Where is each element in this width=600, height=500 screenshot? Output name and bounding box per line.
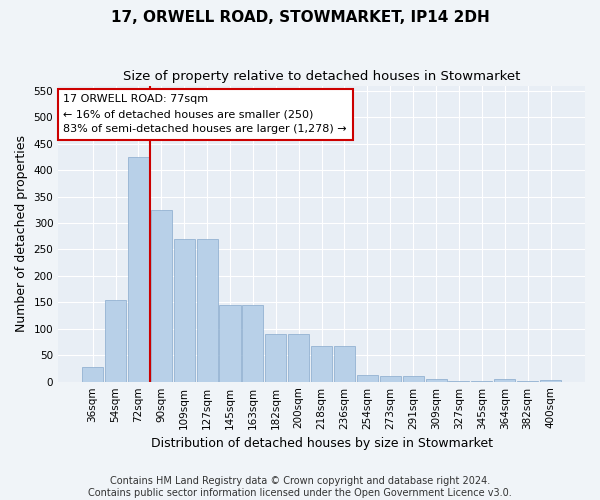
Bar bbox=[105, 300, 126, 382]
Bar bbox=[197, 239, 218, 382]
Bar bbox=[357, 376, 378, 382]
Bar bbox=[494, 379, 515, 382]
Bar bbox=[472, 380, 493, 382]
Bar bbox=[151, 210, 172, 382]
Bar bbox=[220, 305, 241, 382]
Text: 17 ORWELL ROAD: 77sqm
← 16% of detached houses are smaller (250)
83% of semi-det: 17 ORWELL ROAD: 77sqm ← 16% of detached … bbox=[64, 94, 347, 134]
Bar bbox=[334, 346, 355, 382]
Bar bbox=[173, 239, 195, 382]
Bar bbox=[128, 157, 149, 382]
Bar bbox=[311, 346, 332, 382]
Bar bbox=[448, 380, 469, 382]
Bar bbox=[517, 380, 538, 382]
Bar bbox=[425, 379, 446, 382]
Bar bbox=[242, 305, 263, 382]
Bar bbox=[82, 368, 103, 382]
Bar bbox=[380, 376, 401, 382]
Y-axis label: Number of detached properties: Number of detached properties bbox=[15, 135, 28, 332]
Title: Size of property relative to detached houses in Stowmarket: Size of property relative to detached ho… bbox=[123, 70, 520, 83]
X-axis label: Distribution of detached houses by size in Stowmarket: Distribution of detached houses by size … bbox=[151, 437, 493, 450]
Text: Contains HM Land Registry data © Crown copyright and database right 2024.
Contai: Contains HM Land Registry data © Crown c… bbox=[88, 476, 512, 498]
Bar bbox=[288, 334, 309, 382]
Bar bbox=[540, 380, 561, 382]
Bar bbox=[265, 334, 286, 382]
Bar bbox=[403, 376, 424, 382]
Text: 17, ORWELL ROAD, STOWMARKET, IP14 2DH: 17, ORWELL ROAD, STOWMARKET, IP14 2DH bbox=[110, 10, 490, 25]
